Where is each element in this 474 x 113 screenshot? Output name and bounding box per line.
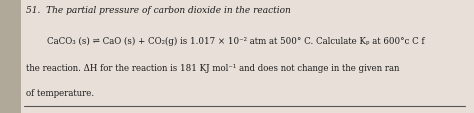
Text: of temperature.: of temperature. bbox=[26, 88, 94, 97]
Text: the reaction. ΔH for the reaction is 181 KJ mol⁻¹ and does not change in the giv: the reaction. ΔH for the reaction is 181… bbox=[26, 63, 400, 72]
Text: CaCO₃ (s) ⇌ CaO (s) + CO₂(g) is 1.017 × 10⁻² atm at 500° C. Calculate Kₚ at 600°: CaCO₃ (s) ⇌ CaO (s) + CO₂(g) is 1.017 × … bbox=[47, 36, 425, 45]
FancyBboxPatch shape bbox=[0, 0, 21, 113]
Text: 51.  The partial pressure of carbon dioxide in the reaction: 51. The partial pressure of carbon dioxi… bbox=[26, 6, 291, 15]
